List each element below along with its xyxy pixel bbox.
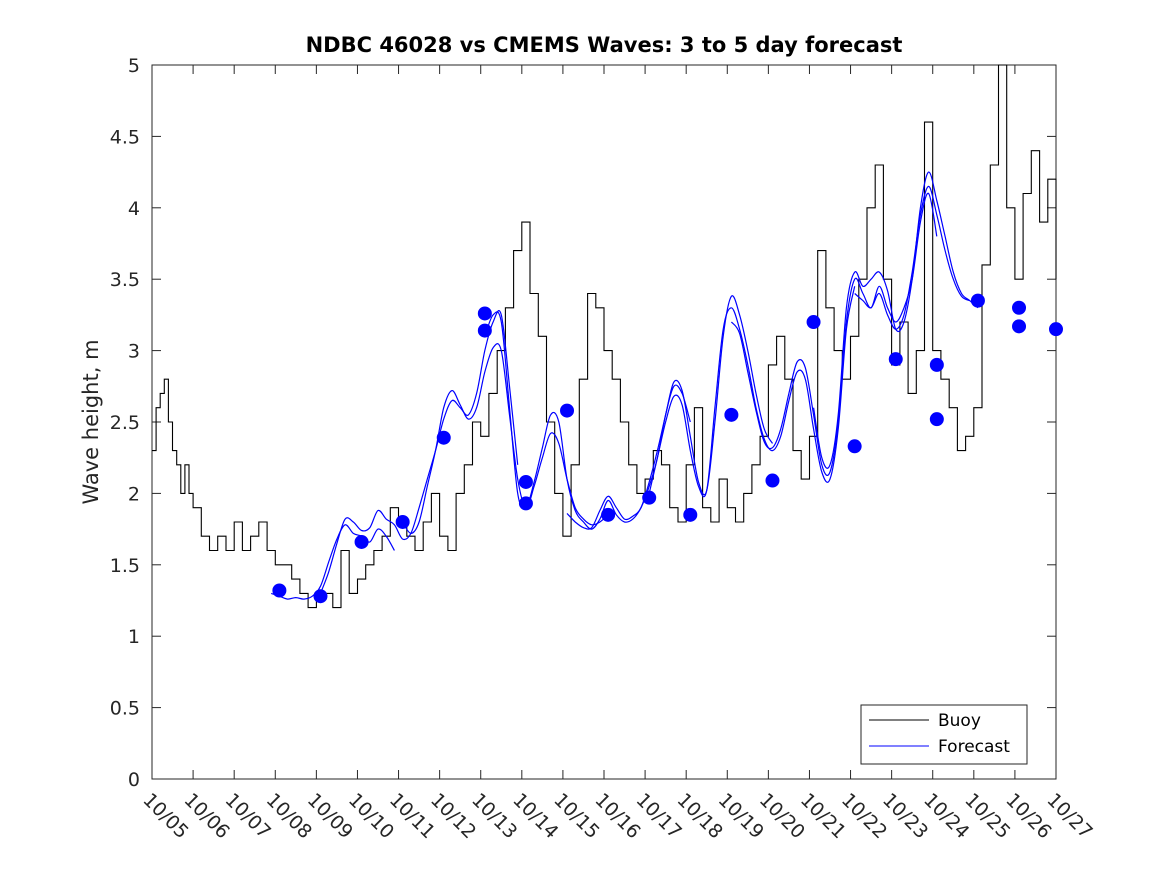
chart-title: NDBC 46028 vs CMEMS Waves: 3 to 5 day fo… — [306, 33, 903, 57]
y-tick-label: 3.5 — [110, 269, 140, 291]
forecast-marker — [518, 474, 533, 489]
forecast-marker — [1012, 300, 1027, 315]
y-tick-label: 4 — [128, 198, 140, 220]
forecast-marker — [354, 534, 369, 549]
forecast-marker — [518, 496, 533, 511]
y-tick-label: 2.5 — [110, 412, 140, 434]
y-tick-label: 2 — [128, 483, 140, 505]
legend: Buoy Forecast — [860, 704, 1028, 765]
forecast-line-5 — [566, 295, 774, 530]
y-tick-label: 4.5 — [110, 126, 140, 148]
y-tick-label: 3 — [128, 341, 140, 363]
forecast-marker — [683, 507, 698, 522]
legend-forecast-label: Forecast — [938, 737, 1010, 757]
forecast-line-1 — [271, 524, 395, 600]
forecast-marker — [477, 323, 492, 338]
forecast-marker — [929, 357, 944, 372]
series-layer — [152, 64, 1057, 609]
forecast-line-9 — [854, 185, 970, 330]
forecast-marker — [395, 514, 410, 529]
forecast-line-6 — [648, 286, 856, 498]
y-axis-title: Wave height, m — [79, 339, 103, 504]
legend-box — [860, 704, 1028, 765]
forecast-marker — [929, 412, 944, 427]
forecast-marker — [1049, 322, 1063, 337]
y-tick-label: 1 — [128, 626, 140, 648]
forecast-marker — [724, 407, 739, 422]
forecast-line-2 — [319, 310, 519, 594]
forecast-marker — [560, 403, 575, 418]
legend-buoy-label: Buoy — [938, 711, 981, 731]
axes-ticks — [151, 64, 1057, 780]
y-tick-label: 1.5 — [110, 555, 140, 577]
forecast-marker — [888, 352, 903, 367]
y-tick-label: 5 — [128, 55, 140, 77]
forecast-marker — [765, 473, 780, 488]
forecast-marker — [601, 507, 616, 522]
forecast-line-3 — [402, 343, 609, 535]
forecast-marker — [806, 315, 821, 330]
forecast-marker — [1012, 319, 1027, 334]
forecast-marker — [272, 583, 287, 598]
forecast-line-7 — [730, 192, 938, 476]
y-tick-label: 0 — [128, 769, 140, 791]
buoy-line — [152, 64, 1057, 609]
forecast-marker — [477, 306, 492, 321]
forecast-marker — [313, 589, 328, 604]
forecast-marker — [970, 293, 985, 308]
forecast-marker — [847, 439, 862, 454]
y-tick-label: 0.5 — [110, 698, 140, 720]
marker-layer — [272, 293, 1063, 604]
forecast-marker — [642, 490, 657, 505]
y-tick-labels: 0 0.5 1 1.5 2 2.5 3 3.5 4 4.5 5 — [110, 55, 140, 791]
plot-area — [151, 64, 1057, 780]
forecast-marker — [436, 430, 451, 445]
